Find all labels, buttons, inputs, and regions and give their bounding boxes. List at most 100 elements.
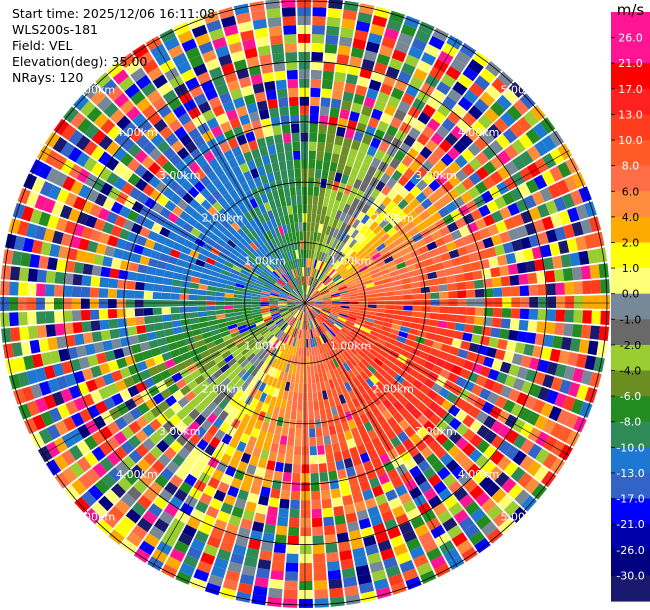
radar-gate bbox=[516, 262, 528, 274]
radar-gate bbox=[321, 224, 328, 235]
radar-gate bbox=[256, 36, 270, 48]
radar-gate bbox=[45, 270, 56, 284]
range-ring-label: 2.00km bbox=[202, 212, 244, 225]
radar-gate bbox=[305, 303, 312, 310]
radar-gate bbox=[91, 265, 102, 277]
radar-gate bbox=[187, 174, 200, 186]
radar-gate bbox=[165, 395, 177, 407]
radar-gate bbox=[447, 110, 462, 125]
radar-gate bbox=[350, 229, 360, 239]
radar-gate bbox=[531, 483, 547, 500]
radar-gate bbox=[54, 472, 71, 489]
radar-gate bbox=[437, 50, 454, 65]
radar-gate bbox=[387, 368, 398, 379]
radar-gate bbox=[305, 303, 312, 310]
radar-gate bbox=[476, 439, 490, 454]
radar-gate bbox=[600, 279, 610, 294]
radar-gate bbox=[152, 74, 168, 89]
radar-gate bbox=[259, 257, 268, 266]
radar-gate bbox=[295, 186, 302, 196]
radar-gate bbox=[20, 341, 32, 356]
radar-gate bbox=[292, 259, 297, 269]
radar-gate bbox=[348, 290, 358, 295]
radar-gate bbox=[218, 410, 229, 422]
radar-gate bbox=[297, 286, 302, 295]
radar-gate bbox=[249, 530, 263, 542]
radar-gate bbox=[504, 160, 519, 176]
radar-gate bbox=[281, 124, 291, 134]
radar-gate bbox=[167, 231, 179, 242]
radar-gate bbox=[334, 321, 344, 329]
radar-gate bbox=[366, 352, 377, 361]
radar-gate bbox=[133, 479, 148, 494]
radar-gate bbox=[213, 261, 224, 269]
radar-gate bbox=[434, 446, 447, 460]
radar-gate bbox=[388, 573, 404, 587]
radar-gate bbox=[209, 436, 221, 449]
radar-gate bbox=[300, 311, 303, 321]
radar-gate bbox=[246, 338, 256, 347]
radar-gate bbox=[546, 283, 556, 296]
radar-gate bbox=[297, 392, 303, 402]
radar-gate bbox=[296, 301, 305, 303]
radar-gate bbox=[200, 552, 216, 566]
radar-gate bbox=[303, 303, 305, 312]
radar-gate bbox=[99, 457, 114, 472]
colorbar-band bbox=[611, 344, 650, 372]
radar-gate bbox=[486, 504, 503, 521]
radar-gate bbox=[292, 346, 297, 356]
radar-gate bbox=[313, 346, 318, 356]
radar-gate bbox=[307, 195, 313, 205]
radar-gate bbox=[294, 319, 299, 329]
radar-gate bbox=[269, 274, 278, 282]
radar-gate bbox=[458, 204, 470, 217]
radar-gate bbox=[53, 284, 64, 297]
radar-gate bbox=[287, 299, 297, 302]
radar-gate bbox=[321, 498, 332, 509]
radar-gate bbox=[103, 396, 116, 410]
radar-gate bbox=[230, 330, 241, 338]
radar-gate bbox=[422, 104, 436, 118]
radar-gate bbox=[309, 132, 318, 142]
radar-gate bbox=[231, 50, 245, 63]
radar-gate bbox=[167, 255, 178, 265]
radar-gate bbox=[499, 206, 512, 220]
radar-gate bbox=[248, 326, 258, 333]
radar-gate bbox=[310, 277, 314, 287]
radar-gate bbox=[588, 216, 602, 233]
radar-gate bbox=[119, 52, 136, 69]
radar-gate bbox=[264, 242, 272, 252]
radar-gate bbox=[90, 365, 103, 378]
radar-gate bbox=[286, 69, 298, 80]
radar-gate bbox=[320, 353, 326, 364]
radar-gate bbox=[330, 189, 338, 200]
radar-gate bbox=[155, 181, 168, 194]
colorbar: 26.021.017.013.010.08.06.04.02.01.00.0-1… bbox=[611, 1, 650, 602]
radar-gate bbox=[378, 433, 390, 445]
radar-gate bbox=[355, 84, 368, 97]
radar-gate bbox=[176, 258, 187, 268]
radar-gate bbox=[342, 234, 351, 244]
radar-gate bbox=[127, 173, 141, 187]
radar-gate bbox=[60, 141, 75, 158]
radar-gate bbox=[64, 484, 80, 502]
radar-gate bbox=[328, 285, 338, 292]
radar-gate bbox=[301, 294, 305, 303]
radar-gate bbox=[301, 347, 304, 357]
radar-gate bbox=[180, 68, 196, 83]
radar-gate bbox=[142, 141, 156, 155]
radar-gate bbox=[196, 391, 208, 402]
radar-gate bbox=[401, 379, 412, 390]
radar-gate bbox=[208, 280, 218, 287]
radar-gate bbox=[444, 267, 455, 276]
radar-gate bbox=[91, 446, 106, 462]
radar-gate bbox=[237, 355, 247, 365]
radar-gate bbox=[223, 192, 234, 204]
radar-gate bbox=[455, 50, 472, 66]
radar-gate bbox=[331, 387, 338, 398]
radar-gate bbox=[566, 238, 579, 253]
radar-gate bbox=[481, 460, 496, 475]
radar-gate bbox=[550, 213, 563, 228]
radar-gate bbox=[346, 119, 358, 131]
radar-gate bbox=[296, 365, 301, 375]
